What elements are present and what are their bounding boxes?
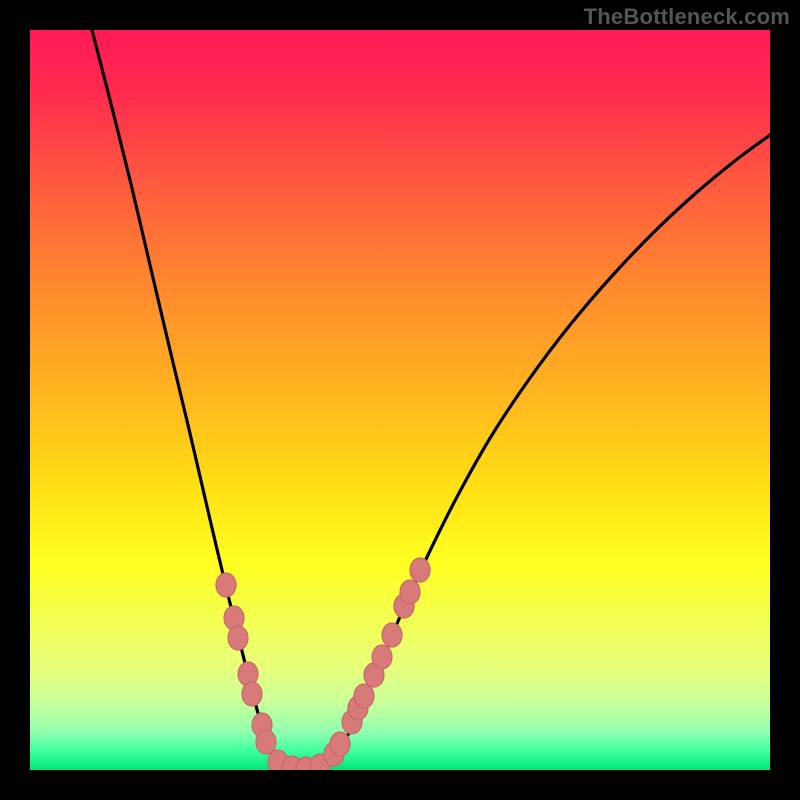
data-marker: [382, 623, 402, 647]
data-marker: [242, 682, 262, 706]
data-marker: [330, 732, 350, 756]
data-marker: [410, 558, 430, 582]
data-marker: [256, 730, 276, 754]
data-marker: [216, 573, 236, 597]
plot-area: [30, 30, 770, 770]
data-marker: [228, 626, 248, 650]
data-marker: [354, 684, 374, 708]
data-marker: [372, 645, 392, 669]
chart-root: TheBottleneck.com: [0, 0, 800, 800]
data-marker: [400, 580, 420, 604]
watermark-text: TheBottleneck.com: [584, 4, 790, 30]
bottleneck-curve: [92, 30, 770, 770]
curve-svg: [30, 30, 770, 770]
